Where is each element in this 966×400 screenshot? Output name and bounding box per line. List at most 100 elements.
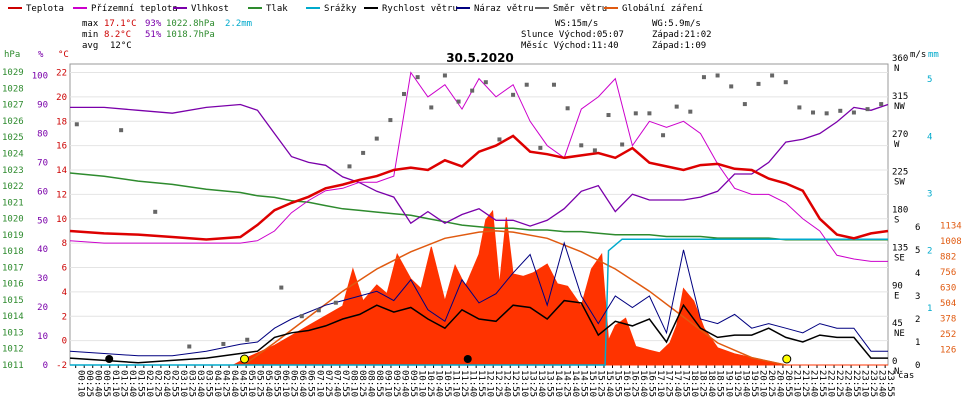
time-axis-label: čas: [898, 370, 914, 381]
x-tick-label-28: 07:10: [314, 370, 324, 397]
axis-header-1: %: [38, 50, 44, 60]
hpa-tick-13: 1016: [2, 280, 24, 290]
direction-point-8: [316, 308, 321, 313]
hpa-tick-2: 1027: [2, 101, 24, 111]
ms-tick-3: 3: [915, 292, 920, 302]
x-tick-label-5: 01:25: [118, 370, 128, 397]
mm-tick-4: 1: [927, 304, 932, 314]
dir-tick-2: 270: [892, 130, 908, 140]
x-tick-label-34: 08:40: [365, 370, 375, 397]
x-tick-label-43: 10:55: [442, 370, 452, 397]
x-tick-label-93: 23:25: [868, 370, 878, 397]
temp-tick-9: 4: [62, 288, 67, 298]
dir-tick-name-0: N: [894, 64, 899, 74]
wm2-tick-5: 504: [940, 299, 956, 309]
x-tick-label-40: 10:10: [417, 370, 427, 397]
x-tick-label-15: 03:55: [203, 370, 213, 397]
hpa-tick-10: 1019: [2, 231, 24, 241]
direction-point-28: [592, 148, 597, 153]
x-tick-label-6: 01:40: [127, 370, 137, 397]
x-tick-label-31: 07:55: [340, 370, 350, 397]
min-humidity: 51%: [145, 30, 162, 40]
x-tick-label-13: 03:25: [186, 370, 196, 397]
pressure-line: [69, 172, 888, 241]
direction-point-12: [374, 136, 379, 141]
x-tick-label-47: 11:55: [476, 370, 486, 397]
pct-tick-9: 10: [37, 332, 48, 342]
wm2-tick-4: 630: [940, 284, 956, 294]
moonset-time: Západ:1:09: [652, 41, 706, 51]
pct-tick-5: 50: [37, 216, 48, 226]
direction-point-29: [606, 113, 611, 118]
hpa-tick-4: 1025: [2, 133, 24, 143]
direction-point-36: [701, 75, 706, 80]
x-tick-label-77: 19:25: [732, 370, 742, 397]
direction-point-43: [797, 105, 802, 110]
dir-tick-0: 360: [892, 54, 908, 64]
legend: Teplota Přízemní teplota Vlhkost Tlak Srážky…: [8, 4, 703, 14]
legend-label-3: Tlak: [266, 4, 288, 14]
temperature-line: [69, 134, 889, 241]
direction-point-27: [579, 143, 584, 148]
direction-point-3: [187, 344, 192, 349]
dir-tick-3: 225: [892, 168, 908, 178]
direction-point-24: [538, 145, 543, 150]
mm-tick-3: 2: [927, 247, 932, 257]
temp-tick-1: 20: [56, 93, 67, 103]
direction-point-37: [715, 73, 720, 78]
x-tick-label-82: 20:40: [774, 370, 784, 397]
hpa-tick-1: 1028: [2, 84, 24, 94]
x-tick-label-76: 19:10: [723, 370, 733, 397]
wm2-tick-3: 756: [940, 268, 956, 278]
pct-tick-2: 80: [37, 129, 48, 139]
direction-point-25: [551, 82, 556, 87]
temp-tick-8: 6: [62, 264, 67, 274]
dir-tick-name-6: E: [894, 291, 899, 301]
x-tick-label-37: 09:25: [391, 370, 401, 397]
temp-tick-7: 8: [62, 239, 67, 249]
x-tick-label-25: 06:25: [289, 370, 299, 397]
dir-tick-7: 45: [892, 319, 903, 329]
direction-point-20: [483, 80, 488, 85]
direction-point-2: [153, 209, 158, 214]
sun-marker-1: [782, 354, 792, 364]
wind-line: [69, 299, 888, 364]
x-tick-label-59: 14:55: [578, 370, 588, 397]
dir-tick-name-7: NE: [894, 329, 905, 339]
sun-marker-0: [240, 354, 250, 364]
rain-line: [70, 238, 888, 366]
x-tick-label-75: 18:55: [715, 370, 725, 397]
hpa-tick-14: 1015: [2, 296, 24, 306]
x-tick-label-26: 06:40: [297, 370, 307, 397]
x-tick-label-2: 00:40: [93, 370, 103, 397]
x-tick-label-7: 01:55: [135, 370, 145, 397]
hpa-tick-0: 1029: [2, 68, 24, 78]
ms-tick-6: 0: [915, 361, 920, 371]
dir-tick-name-8: N: [894, 367, 899, 377]
max-label: max: [82, 19, 99, 29]
x-tick-label-71: 17:55: [681, 370, 691, 397]
direction-point-31: [633, 111, 638, 116]
x-tick-label-14: 03:40: [195, 370, 205, 397]
max-wind-gust: WG:5.9m/s: [652, 19, 701, 29]
legend-label-1: Přízemní teplota: [91, 4, 178, 14]
hpa-tick-6: 1023: [2, 166, 24, 176]
x-tick-label-60: 15:10: [587, 370, 597, 397]
pct-tick-10: 0: [43, 361, 48, 371]
x-tick-label-64: 16:10: [621, 370, 631, 397]
direction-point-42: [783, 80, 788, 85]
pct-tick-8: 20: [37, 303, 48, 313]
wm2-tick-6: 378: [940, 315, 956, 325]
axis-header-0: hPa: [4, 50, 20, 60]
x-tick-label-90: 22:40: [843, 370, 853, 397]
temp-tick-10: 2: [62, 312, 67, 322]
direction-point-14: [402, 91, 407, 96]
direction-point-4: [221, 341, 226, 346]
clear-sky-curve: [243, 230, 786, 366]
plot-area: [69, 71, 889, 366]
direction-point-32: [647, 111, 652, 116]
x-tick-label-20: 05:10: [246, 370, 256, 397]
temp-tick-3: 16: [56, 142, 67, 152]
chart-title: 30.5.2020: [446, 51, 514, 65]
x-tick-label-72: 18:10: [689, 370, 699, 397]
